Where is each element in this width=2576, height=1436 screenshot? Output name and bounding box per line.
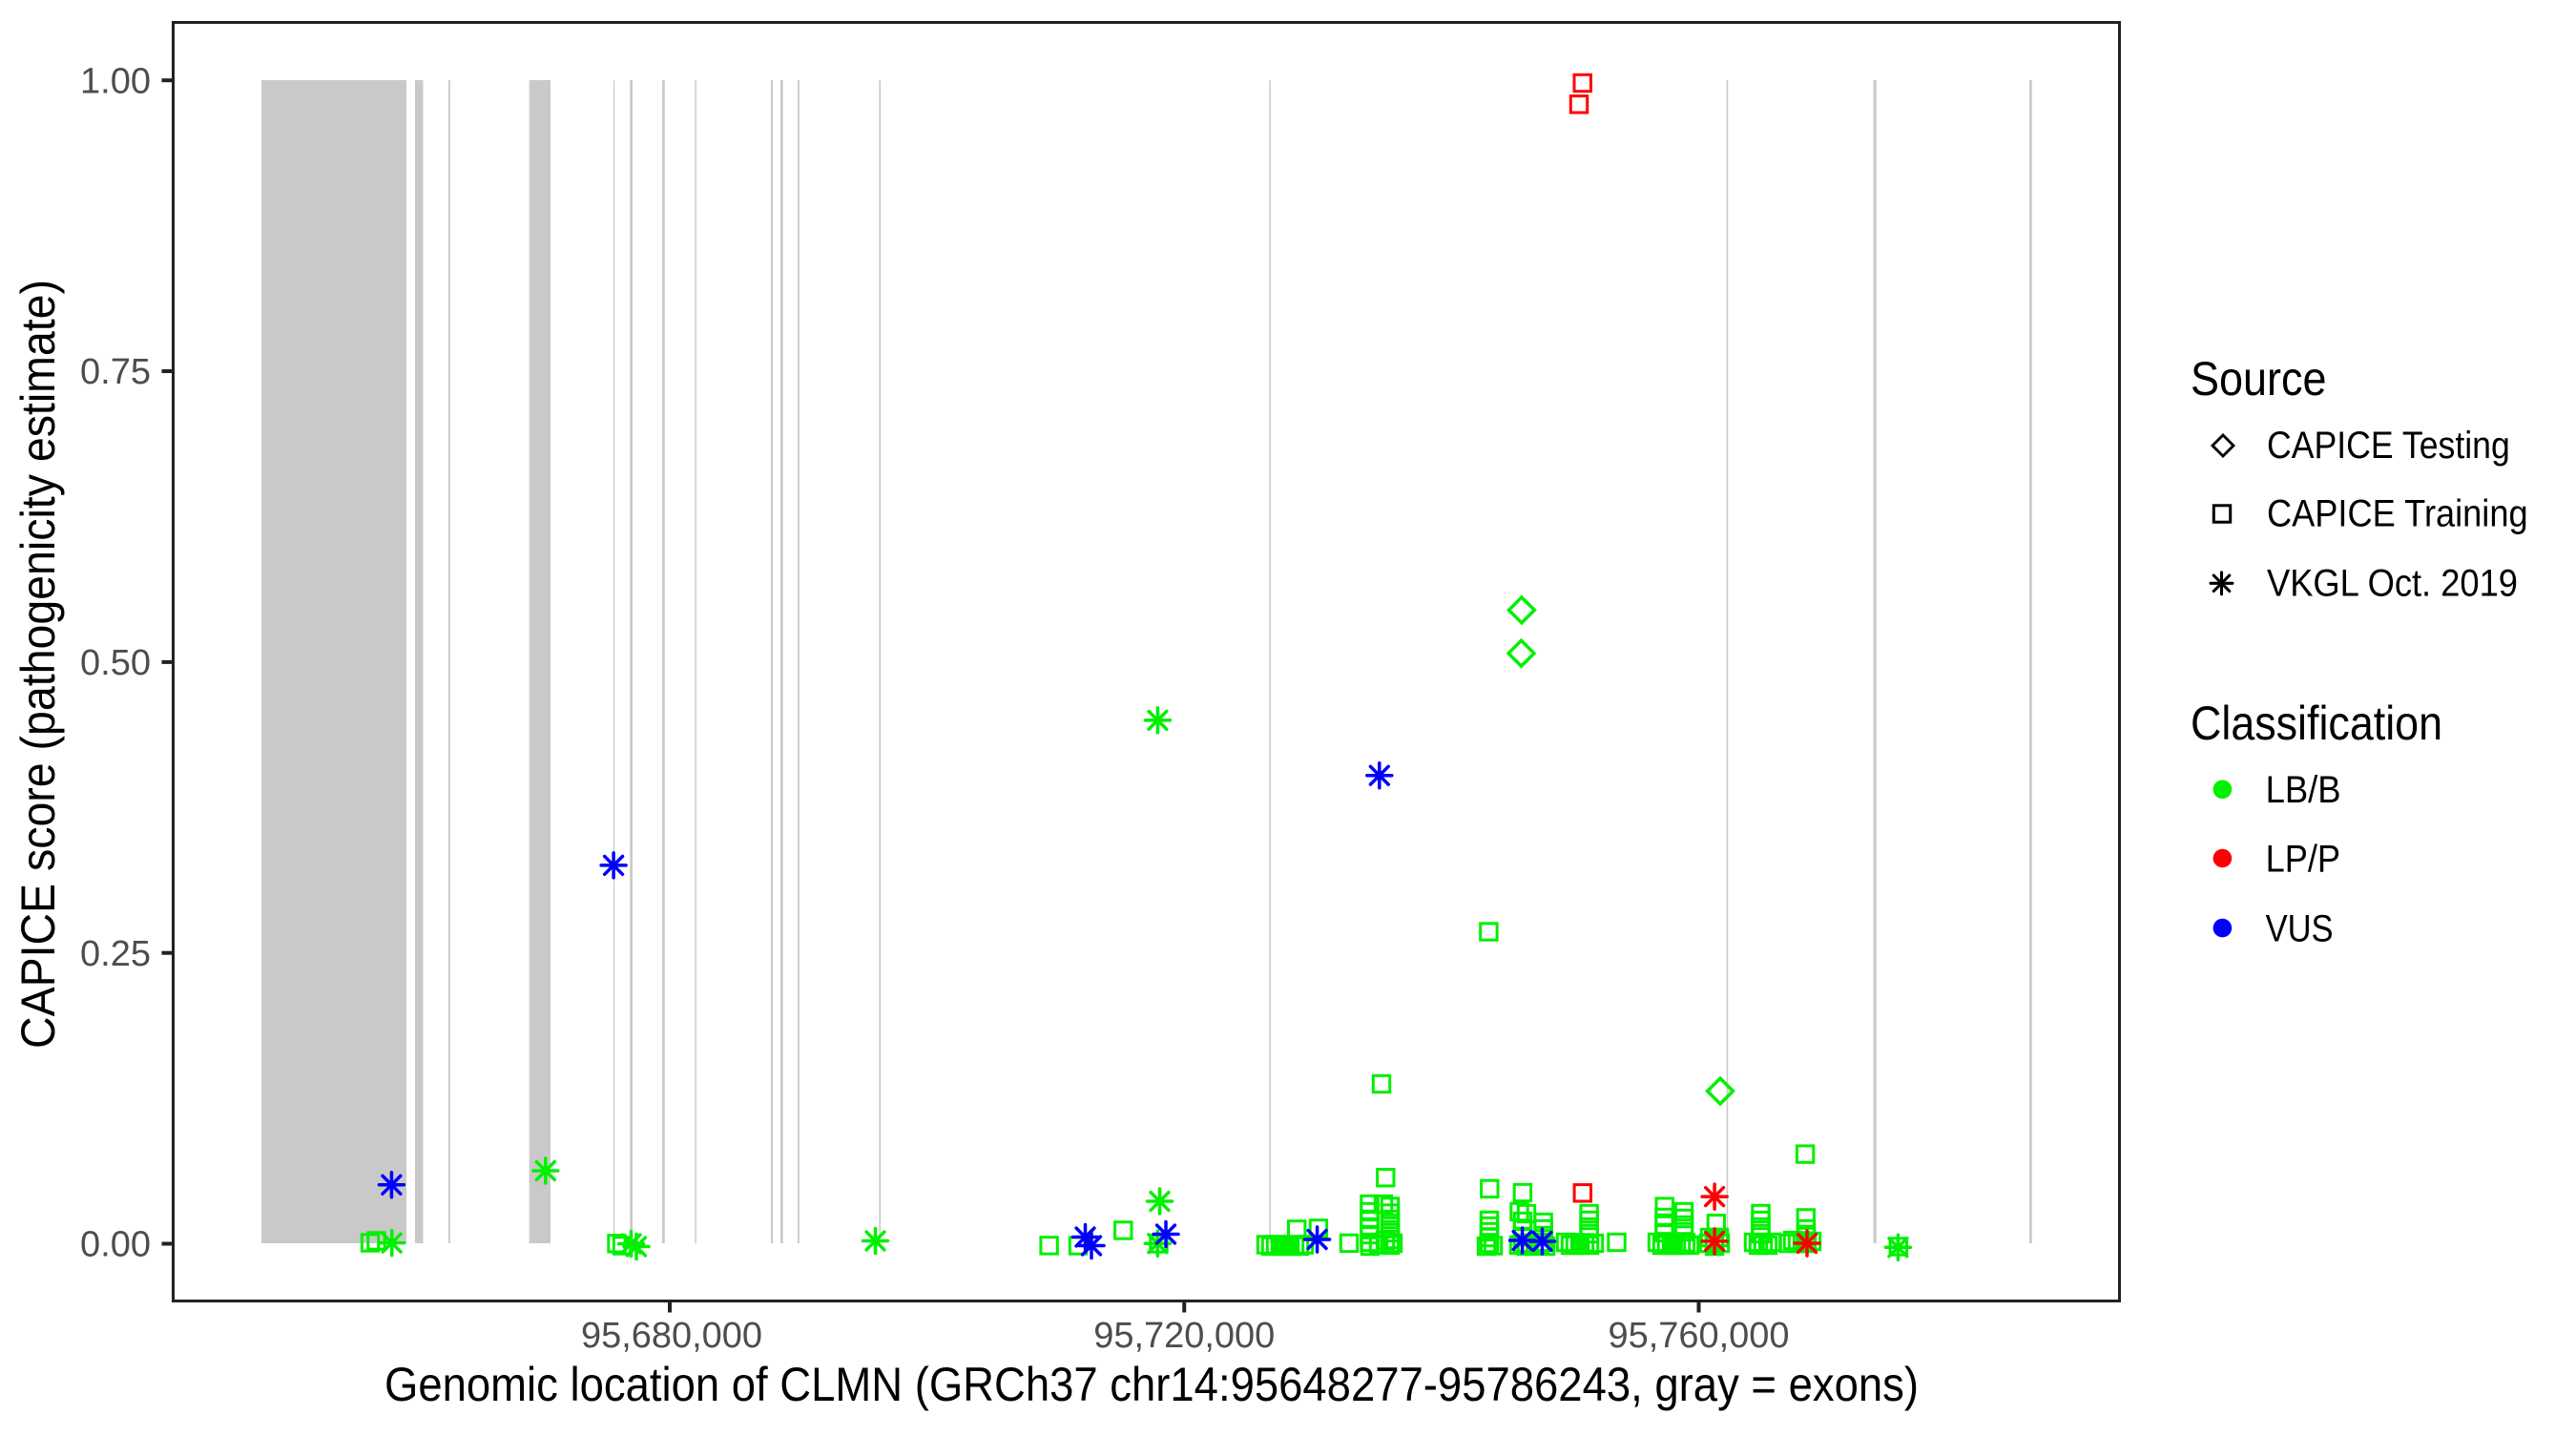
svg-text:0.25: 0.25 bbox=[80, 934, 151, 974]
svg-text:CAPICE Training: CAPICE Training bbox=[2267, 493, 2528, 535]
svg-text:95,680,000: 95,680,000 bbox=[581, 1316, 762, 1356]
svg-text:0.00: 0.00 bbox=[80, 1225, 151, 1265]
svg-text:Classification: Classification bbox=[2191, 697, 2442, 750]
svg-text:LP/P: LP/P bbox=[2266, 838, 2340, 880]
svg-text:CAPICE score (pathogenicity es: CAPICE score (pathogenicity estimate) bbox=[11, 280, 65, 1049]
svg-text:Genomic location of CLMN (GRCh: Genomic location of CLMN (GRCh37 chr14:9… bbox=[384, 1358, 1919, 1411]
svg-text:1.00: 1.00 bbox=[80, 61, 151, 101]
svg-text:VKGL Oct. 2019: VKGL Oct. 2019 bbox=[2267, 563, 2518, 605]
svg-text:0.75: 0.75 bbox=[80, 352, 151, 392]
svg-text:0.50: 0.50 bbox=[80, 643, 151, 683]
svg-text:VUS: VUS bbox=[2266, 908, 2334, 950]
svg-text:Source: Source bbox=[2191, 352, 2327, 406]
svg-text:95,720,000: 95,720,000 bbox=[1093, 1316, 1275, 1356]
svg-text:CAPICE Testing: CAPICE Testing bbox=[2267, 425, 2510, 467]
svg-text:95,760,000: 95,760,000 bbox=[1609, 1316, 1790, 1356]
svg-text:LB/B: LB/B bbox=[2266, 769, 2341, 811]
